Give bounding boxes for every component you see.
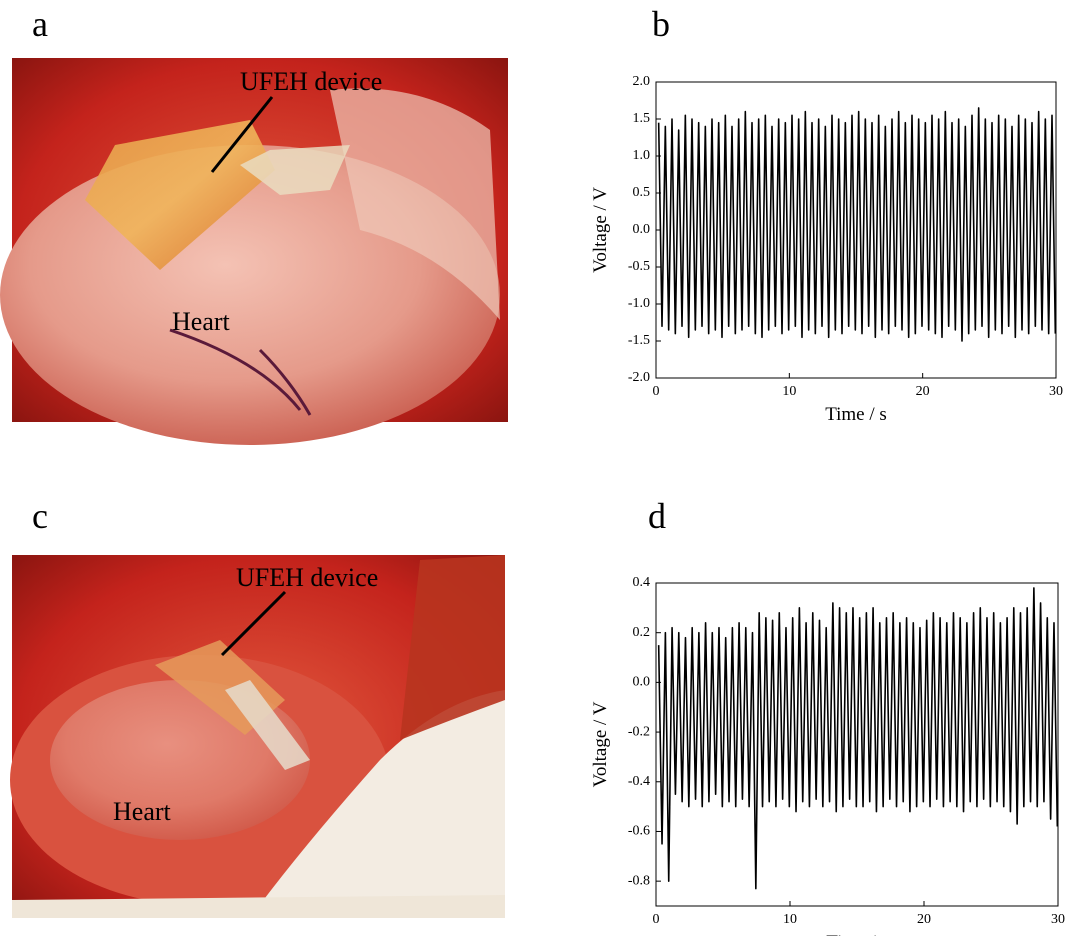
y-tick-label: -0.8 [628,873,650,888]
tissue-shape [330,88,500,320]
x-tick-label: 20 [917,912,931,927]
y-axis-label: Voltage / V [590,701,611,787]
y-tick-label: 1.0 [633,148,651,163]
mesh-shape [400,555,505,740]
x-tick-label: 10 [783,912,797,927]
panel-label: c [32,496,48,536]
y-tick-label: 0.2 [633,625,651,640]
x-axis-label: Time / s [826,932,888,936]
vessel [169,328,312,416]
heart-label: Heart [172,307,231,336]
x-tick-label: 10 [782,384,796,399]
pointer-line [210,96,274,173]
y-tick-label: -1.0 [628,296,650,311]
y-tick-label: -0.4 [628,774,650,789]
data-line [657,107,1057,342]
y-tick-label: 0.0 [633,222,651,237]
panel-label: b [652,4,670,44]
x-tick-label: 0 [653,384,660,399]
y-tick-label: 2.0 [633,74,651,89]
y-tick-label: 1.5 [633,111,651,126]
pointer-line [220,590,287,657]
panel-label: a [32,4,48,44]
heart-label: Heart [113,797,172,826]
photo-c: UFEH device Heart [10,555,505,918]
y-tick-label: 0.5 [633,185,651,200]
x-tick-label: 20 [916,384,930,399]
panel-label: d [648,496,666,536]
x-tick-label: 30 [1049,384,1063,399]
x-axis-label: Time / s [825,404,887,425]
x-tick-label: 30 [1051,912,1065,927]
y-tick-label: 0.0 [633,675,651,690]
plot-frame [655,582,1059,907]
photo-a: UFEH device Heart [0,58,508,445]
data-line [657,587,1059,890]
gauze-shape [250,690,505,918]
y-tick-label: 0.4 [633,575,651,590]
y-tick-label: -0.6 [628,824,650,839]
device-label: UFEH device [240,67,382,96]
y-axis-label: Voltage / V [590,187,611,273]
y-tick-label: -1.5 [628,333,650,348]
y-tick-label: -2.0 [628,370,650,385]
cable-shape [225,680,310,770]
device-label: UFEH device [236,563,378,592]
device-shape [85,120,275,270]
cable-shape [240,145,350,195]
y-tick-label: -0.5 [628,259,650,274]
drape-shape [12,895,505,918]
x-tick-label: 0 [653,912,660,927]
plot-frame [655,81,1057,379]
y-tick-label: -0.2 [628,724,650,739]
